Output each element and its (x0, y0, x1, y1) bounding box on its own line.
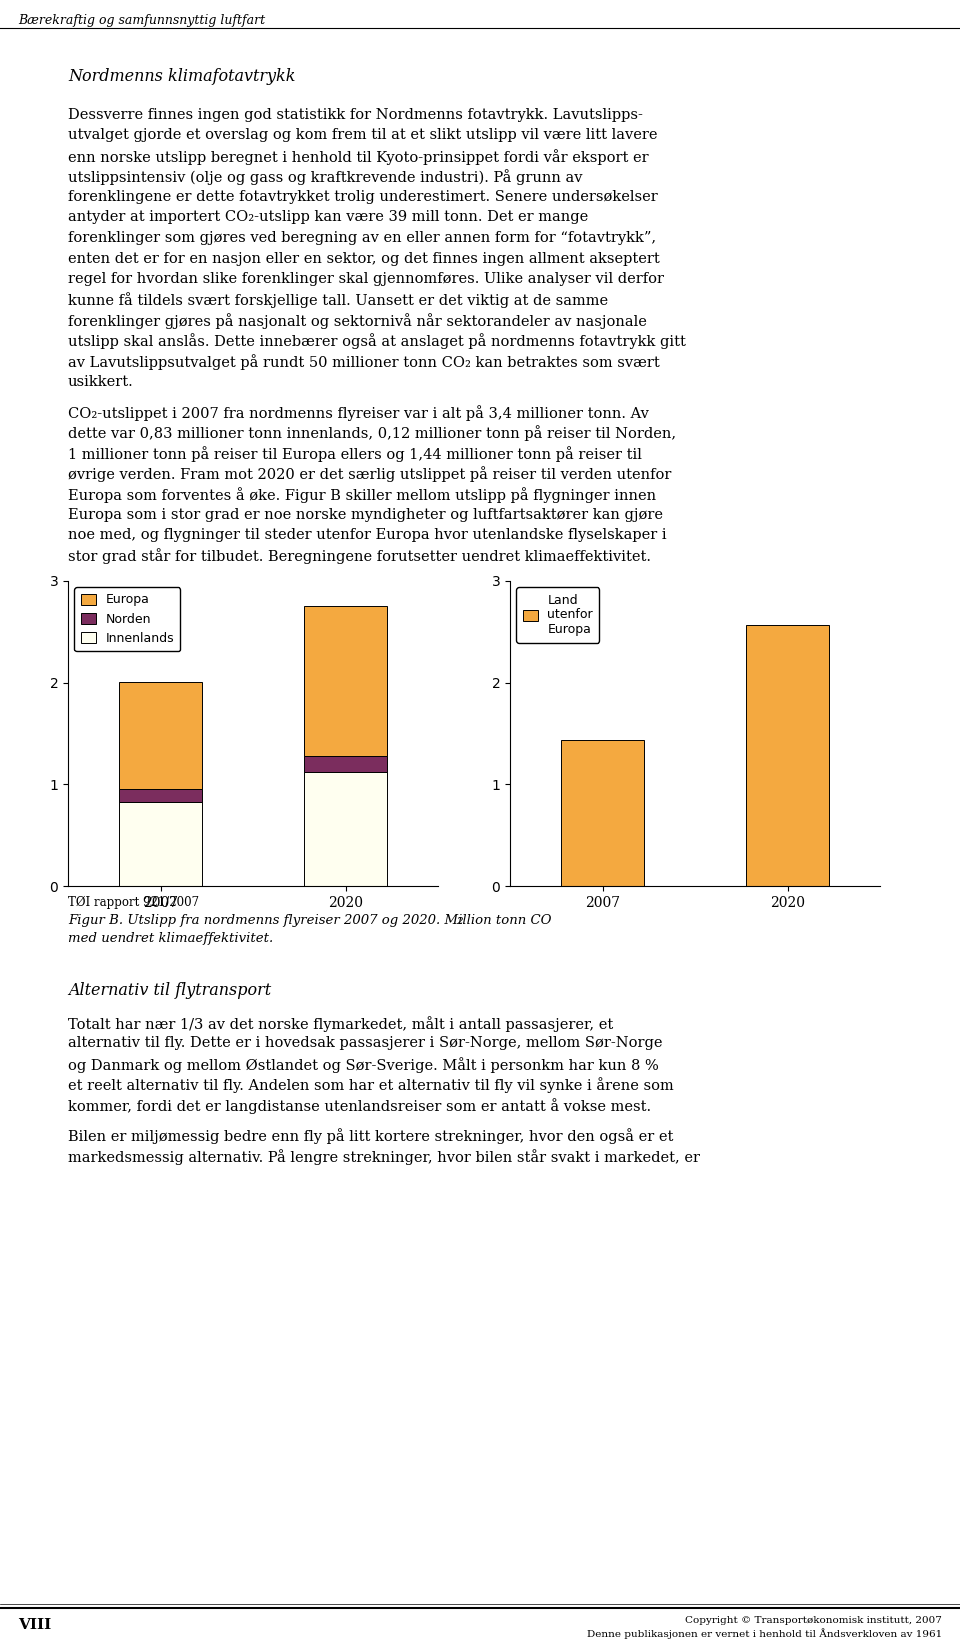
Text: av Lavutslippsutvalget på rundt 50 millioner tonn CO₂ kan betraktes som svært: av Lavutslippsutvalget på rundt 50 milli… (68, 354, 660, 370)
Text: stor grad står for tilbudet. Beregningene forutsetter uendret klimaeffektivitet.: stor grad står for tilbudet. Beregningen… (68, 548, 651, 564)
Legend: Europa, Norden, Innenlands: Europa, Norden, Innenlands (74, 587, 180, 651)
Text: markedsmessig alternativ. På lengre strekninger, hvor bilen står svakt i markede: markedsmessig alternativ. På lengre stre… (68, 1148, 700, 1165)
Text: utslippsintensiv (olje og gass og kraftkrevende industri). På grunn av: utslippsintensiv (olje og gass og kraftk… (68, 169, 583, 186)
Text: kommer, fordi det er langdistanse utenlandsreiser som er antatt å vokse mest.: kommer, fordi det er langdistanse utenla… (68, 1097, 651, 1114)
Text: Europa som i stor grad er noe norske myndigheter og luftfartsaktører kan gjøre: Europa som i stor grad er noe norske myn… (68, 508, 663, 521)
Text: noe med, og flygninger til steder utenfor Europa hvor utenlandske flyselskaper i: noe med, og flygninger til steder utenfo… (68, 528, 666, 541)
Text: forenklinger gjøres på nasjonalt og sektornivå når sektorandeler av nasjonale: forenklinger gjøres på nasjonalt og sekt… (68, 313, 647, 329)
Text: Denne publikasjonen er vernet i henhold til Åndsverkloven av 1961: Denne publikasjonen er vernet i henhold … (587, 1629, 942, 1638)
Text: enten det er for en nasjon eller en sektor, og det finnes ingen allment aksepter: enten det er for en nasjon eller en sekt… (68, 252, 660, 265)
Text: dette var 0,83 millioner tonn innenlands, 0,12 millioner tonn på reiser til Nord: dette var 0,83 millioner tonn innenlands… (68, 426, 676, 441)
Text: et reelt alternativ til fly. Andelen som har et alternativ til fly vil synke i å: et reelt alternativ til fly. Andelen som… (68, 1077, 674, 1094)
Text: antyder at importert CO₂-utslipp kan være 39 mill tonn. Det er mange: antyder at importert CO₂-utslipp kan vær… (68, 211, 588, 224)
Text: alternativ til fly. Dette er i hovedsak passasjerer i Sør-Norge, mellom Sør-Norg: alternativ til fly. Dette er i hovedsak … (68, 1036, 662, 1051)
Bar (119, 790, 203, 801)
Text: øvrige verden. Fram mot 2020 er det særlig utslippet på reiser til verden utenfo: øvrige verden. Fram mot 2020 er det særl… (68, 467, 671, 482)
Bar (304, 772, 387, 887)
Legend: Land
utenfor
Europa: Land utenfor Europa (516, 587, 599, 643)
Text: utslipp skal anslås. Dette innebærer også at anslaget på nordmenns fotavtrykk gi: utslipp skal anslås. Dette innebærer ogs… (68, 334, 685, 349)
Text: kunne få tildels svært forskjellige tall. Uansett er det viktig at de samme: kunne få tildels svært forskjellige tall… (68, 293, 608, 308)
Bar (119, 801, 203, 887)
Text: VIII: VIII (18, 1619, 51, 1632)
Text: 1 millioner tonn på reiser til Europa ellers og 1,44 millioner tonn på reiser ti: 1 millioner tonn på reiser til Europa el… (68, 446, 642, 462)
Text: CO₂-utslippet i 2007 fra nordmenns flyreiser var i alt på 3,4 millioner tonn. Av: CO₂-utslippet i 2007 fra nordmenns flyre… (68, 405, 649, 421)
Text: TØI rapport 921/2007: TØI rapport 921/2007 (68, 897, 199, 910)
Text: Figur B. Utslipp fra nordmenns flyreiser 2007 og 2020. Million tonn CO: Figur B. Utslipp fra nordmenns flyreiser… (68, 915, 551, 928)
Text: og Danmark og mellom Østlandet og Sør-Sverige. Målt i personkm har kun 8 %: og Danmark og mellom Østlandet og Sør-Sv… (68, 1058, 659, 1073)
Text: 2: 2 (457, 916, 463, 926)
Text: Europa som forventes å øke. Figur B skiller mellom utslipp på flygninger innen: Europa som forventes å øke. Figur B skil… (68, 487, 656, 503)
Text: Copyright © Transportøkonomisk institutt, 2007: Copyright © Transportøkonomisk institutt… (685, 1615, 942, 1625)
Bar (304, 607, 387, 755)
Bar (119, 681, 203, 790)
Text: utvalget gjorde et overslag og kom frem til at et slikt utslipp vil være litt la: utvalget gjorde et overslag og kom frem … (68, 128, 658, 143)
Text: Bærekraftig og samfunnsnyttig luftfart: Bærekraftig og samfunnsnyttig luftfart (18, 15, 265, 26)
Text: Totalt har nær 1/3 av det norske flymarkedet, målt i antall passasjerer, et: Totalt har nær 1/3 av det norske flymark… (68, 1017, 613, 1031)
Text: enn norske utslipp beregnet i henhold til Kyoto-prinsippet fordi vår eksport er: enn norske utslipp beregnet i henhold ti… (68, 150, 649, 164)
Text: med uendret klimaeffektivitet.: med uendret klimaeffektivitet. (68, 933, 274, 944)
Text: usikkert.: usikkert. (68, 375, 133, 388)
Text: regel for hvordan slike forenklinger skal gjennomføres. Ulike analyser vil derfo: regel for hvordan slike forenklinger ska… (68, 271, 664, 286)
Text: forenklingene er dette fotavtrykket trolig underestimert. Senere undersøkelser: forenklingene er dette fotavtrykket trol… (68, 191, 658, 204)
Text: Alternativ til flytransport: Alternativ til flytransport (68, 982, 271, 999)
Text: Bilen er miljømessig bedre enn fly på litt kortere strekninger, hvor den også er: Bilen er miljømessig bedre enn fly på li… (68, 1128, 673, 1145)
Bar (561, 740, 644, 887)
Bar (746, 625, 829, 887)
Bar (304, 755, 387, 772)
Text: Dessverre finnes ingen god statistikk for Nordmenns fotavtrykk. Lavutslipps-: Dessverre finnes ingen god statistikk fo… (68, 109, 643, 122)
Text: forenklinger som gjøres ved beregning av en eller annen form for “fotavtrykk”,: forenklinger som gjøres ved beregning av… (68, 230, 656, 245)
Text: Nordmenns klimafotavtrykk: Nordmenns klimafotavtrykk (68, 67, 296, 86)
